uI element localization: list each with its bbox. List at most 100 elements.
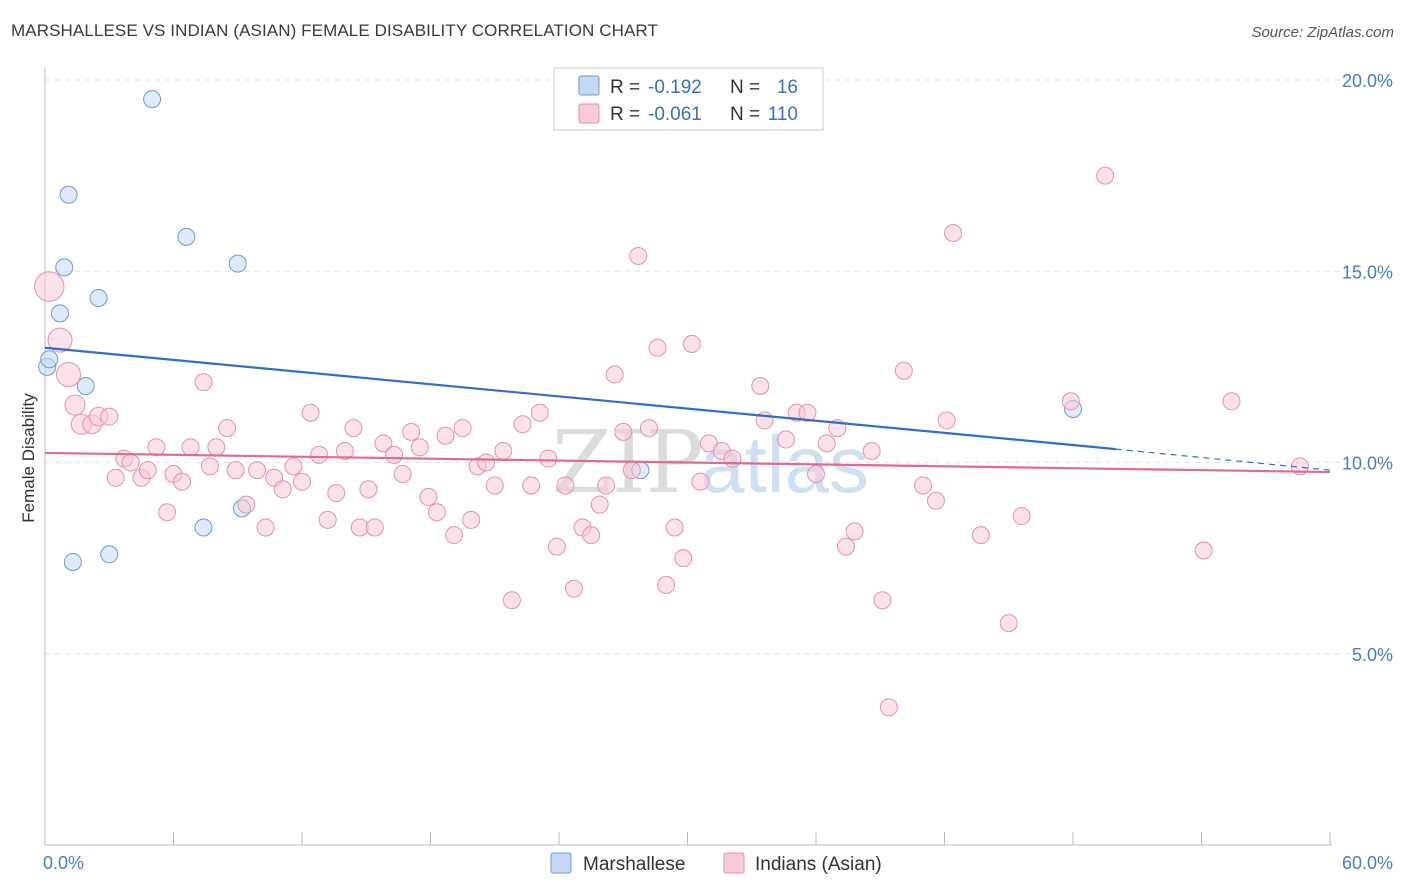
indian-point-51	[477, 453, 496, 472]
bottom-legend-swatch-marshallese	[550, 852, 572, 874]
indian-point-44	[419, 487, 438, 506]
legend-n-label-1: N =	[730, 77, 760, 98]
indian-point-20	[207, 438, 226, 457]
series-marshallese	[38, 90, 1082, 571]
legend-n-label-2: N =	[730, 104, 760, 125]
indian-point-59	[547, 537, 566, 556]
indian-point-98	[971, 526, 990, 545]
indian-point-42	[402, 422, 421, 441]
indian-point-95	[926, 491, 945, 510]
indian-point-90	[862, 442, 881, 461]
indian-point-33	[327, 484, 346, 503]
indian-point-35	[344, 419, 363, 438]
indian-point-68	[622, 461, 641, 480]
indian-point-46	[436, 426, 455, 445]
indian-point-75	[682, 334, 701, 353]
indian-point-23	[237, 495, 256, 514]
trend-line-marshallese	[44, 346, 1116, 451]
indian-point-99	[999, 614, 1018, 633]
indian-point-40	[385, 445, 404, 464]
y-tick-label-20: 20.0%	[1342, 71, 1393, 91]
indian-point-10	[121, 453, 140, 472]
indian-point-49	[462, 510, 481, 529]
y-tick-label-5: 5.0%	[1352, 645, 1393, 665]
indian-point-96	[937, 411, 956, 430]
legend-r-label-2: R =	[610, 104, 640, 125]
chart-title: MARSHALLESE VS INDIAN (ASIAN) FEMALE DIS…	[11, 21, 658, 40]
legend-swatch-indian	[578, 103, 600, 124]
indian-point-97	[944, 224, 963, 242]
indian-point-3	[64, 394, 86, 416]
indian-point-101	[1061, 392, 1080, 411]
indian-point-39	[374, 434, 393, 453]
indian-point-94	[914, 476, 933, 495]
indian-point-76	[691, 472, 710, 491]
legend-n-value-1: 16	[777, 77, 798, 98]
indian-point-103	[1194, 541, 1213, 560]
indian-point-16	[173, 472, 192, 491]
marshallese-point-6	[76, 377, 95, 395]
bottom-legend-label-indian: Indians (Asian)	[755, 854, 882, 875]
legend-swatch-marshallese	[578, 75, 600, 96]
indian-point-12	[138, 461, 157, 480]
indian-point-55	[513, 415, 532, 434]
indian-point-53	[494, 442, 513, 461]
indian-point-37	[359, 480, 378, 499]
indian-point-7	[100, 407, 119, 426]
indian-point-34	[335, 442, 354, 461]
marshallese-point-1	[40, 350, 59, 369]
indian-point-71	[648, 338, 667, 357]
bottom-legend-label-marshallese: Marshallese	[583, 854, 685, 875]
indian-point-89	[845, 522, 864, 541]
indian-point-61	[564, 579, 583, 598]
indian-point-41	[393, 464, 412, 483]
legend-r-value-1: -0.192	[648, 77, 702, 98]
y-axis-title: Female Disability	[19, 393, 38, 523]
marshallese-point-13	[228, 254, 247, 273]
indian-point-82	[777, 430, 796, 449]
indian-point-21	[218, 419, 237, 438]
indian-point-91	[873, 591, 892, 610]
indian-point-18	[194, 373, 213, 392]
indian-point-63	[582, 526, 601, 545]
marshallese-point-9	[143, 90, 162, 109]
indian-point-47	[445, 526, 464, 545]
legend-r-label-1: R =	[610, 77, 640, 98]
indian-point-30	[301, 403, 320, 422]
trend-line-indian	[44, 451, 1331, 474]
indian-point-0	[34, 271, 65, 302]
trend-line-marshallese-extension	[1115, 448, 1331, 471]
indian-point-86	[817, 434, 836, 453]
y-tick-label-10: 10.0%	[1342, 454, 1393, 474]
indian-point-67	[614, 422, 633, 441]
x-axis-ticks	[44, 832, 1331, 845]
indian-point-48	[453, 419, 472, 438]
indian-point-2	[56, 362, 82, 388]
indian-point-73	[665, 518, 684, 537]
bottom-legend: Marshallese Indians (Asian)	[550, 852, 882, 875]
indian-point-32	[318, 510, 337, 529]
indian-point-22	[226, 461, 245, 480]
trend-lines	[44, 346, 1331, 474]
marshallese-point-11	[194, 518, 213, 537]
indian-point-74	[674, 549, 693, 568]
marshallese-point-2	[50, 304, 69, 323]
indian-point-85	[807, 464, 825, 483]
indian-point-24	[248, 461, 267, 480]
indian-point-102	[1096, 166, 1115, 185]
indian-point-84	[798, 403, 817, 422]
indian-point-104	[1222, 392, 1241, 411]
indian-point-88	[836, 537, 855, 556]
indian-point-70	[639, 419, 658, 438]
indian-point-36	[350, 518, 369, 537]
bottom-legend-swatch-indian	[723, 852, 745, 874]
legend-box: R = -0.192 N = 16 R = -0.061 N = 110	[553, 67, 824, 131]
indian-point-38	[365, 518, 384, 537]
marshallese-point-10	[177, 227, 196, 246]
indian-point-31	[310, 445, 329, 464]
indian-point-66	[605, 365, 624, 384]
indian-point-52	[485, 476, 504, 495]
indian-point-29	[293, 472, 311, 491]
indian-point-56	[522, 476, 541, 495]
indian-point-13	[147, 438, 166, 457]
